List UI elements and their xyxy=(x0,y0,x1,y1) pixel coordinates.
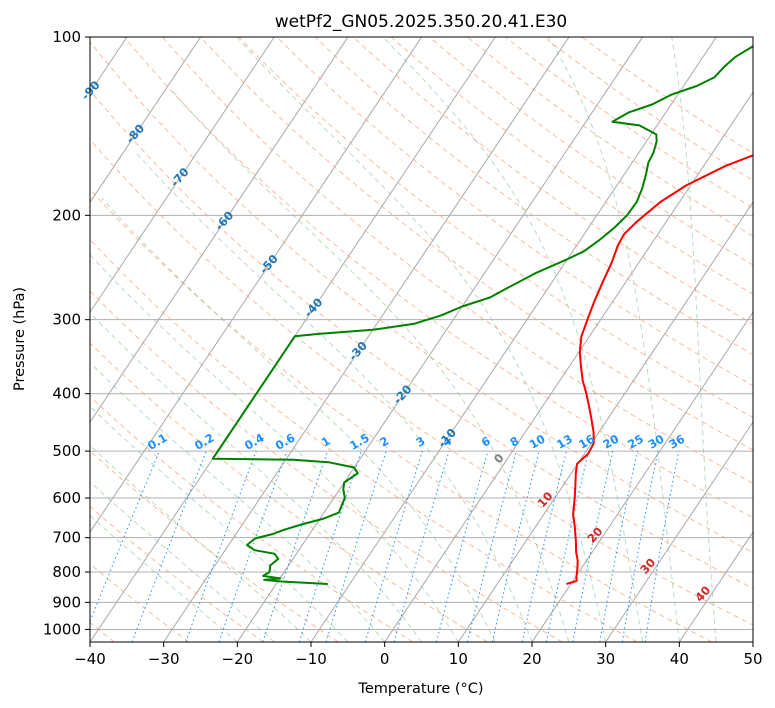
moist-adiabat xyxy=(90,444,312,642)
dry-adiabat xyxy=(467,37,753,237)
isotherm-line xyxy=(236,37,644,642)
x-tick-label: −10 xyxy=(295,650,327,668)
isotherm-line xyxy=(678,531,753,642)
dry-adiabat xyxy=(505,37,753,209)
mixing-ratio-label: 25 xyxy=(625,432,646,452)
x-tick-label: 50 xyxy=(743,650,762,668)
x-tick-label: 10 xyxy=(449,650,468,668)
y-tick-label: 600 xyxy=(52,489,81,507)
y-tick-label: 100 xyxy=(52,28,81,46)
dry-adiabat xyxy=(314,37,753,356)
isotherm-line xyxy=(752,641,753,642)
y-axis-label: Pressure (hPa) xyxy=(12,287,28,391)
mixing-ratio-line xyxy=(131,450,207,642)
moist-adiabat xyxy=(90,405,349,642)
isotherm-line xyxy=(163,37,570,642)
isotherm-line xyxy=(90,37,275,314)
dry-adiabat xyxy=(124,37,753,519)
dry-adiabat xyxy=(90,505,264,642)
mixing-ratio-label: 13 xyxy=(554,432,575,452)
dewpoint-profile xyxy=(211,45,753,585)
isotherm-line xyxy=(605,421,753,642)
dry-adiabat xyxy=(238,37,753,419)
mixing-ratio-line xyxy=(364,450,423,642)
x-tick-label: 40 xyxy=(670,650,689,668)
reference-lines xyxy=(90,37,753,642)
mixing-ratio-line xyxy=(621,451,659,642)
mixing-ratio-line xyxy=(262,450,329,642)
mixing-ratio-label: 16 xyxy=(576,432,597,452)
dry-adiabat xyxy=(162,37,753,484)
mixing-ratio-label: 20 xyxy=(600,432,621,452)
y-tick-label: 900 xyxy=(52,593,81,611)
x-tick-label: −30 xyxy=(148,650,180,668)
dry-adiabat xyxy=(90,290,563,642)
y-tick-label: 800 xyxy=(52,563,81,581)
isotherm-line xyxy=(531,311,753,642)
moist-adiabat xyxy=(90,514,238,642)
y-tick-label: 1000 xyxy=(43,620,81,638)
x-axis: −40 −30 −20 −10 0 10 20 30 40 50 xyxy=(74,642,763,668)
dry-adiabat xyxy=(90,450,339,642)
moist-adiabat xyxy=(236,37,607,642)
isotherm-line xyxy=(310,37,717,642)
mixing-ratio-label: 30 xyxy=(646,432,667,452)
mixing-ratio-line xyxy=(644,451,680,642)
temperature-profile xyxy=(566,154,753,585)
mixing-ratio-line xyxy=(572,450,614,642)
moist-adiabat xyxy=(382,37,643,642)
isotherm-line xyxy=(384,91,753,642)
moist-adiabat xyxy=(101,197,496,642)
y-tick-label: 500 xyxy=(52,442,81,460)
dry-adiabat xyxy=(90,89,753,589)
plot-background xyxy=(90,37,753,642)
moist-adiabat xyxy=(90,254,459,642)
dry-adiabat xyxy=(200,37,753,451)
moist-adiabat xyxy=(90,362,386,642)
isotherm-line xyxy=(90,37,349,423)
y-tick-label: 200 xyxy=(52,206,81,224)
mixing-ratio-line xyxy=(393,450,450,642)
mixing-ratio-line xyxy=(599,450,638,642)
mixing-ratio-line xyxy=(298,450,362,642)
x-axis-label: Temperature (°C) xyxy=(357,681,483,697)
moist-adiabat xyxy=(90,312,422,642)
isotherm-line xyxy=(457,201,753,642)
x-tick-label: −20 xyxy=(222,650,254,668)
dry-adiabat xyxy=(276,37,753,387)
x-tick-label: 30 xyxy=(596,650,615,668)
mixing-ratio-label: 10 xyxy=(527,432,548,452)
x-tick-label: −40 xyxy=(74,650,106,668)
y-tick-label: 700 xyxy=(52,529,81,547)
mixing-ratio-label: 36 xyxy=(666,432,687,452)
moist-adiabat xyxy=(90,481,275,642)
moist-adiabat xyxy=(548,37,680,642)
isotherm-line xyxy=(90,37,202,204)
y-axis: 100 200 300 400 500 600 700 800 900 1000 xyxy=(43,28,90,638)
chart-title: wetPf2_GN05.2025.350.20.41.E30 xyxy=(275,12,567,32)
mixing-ratio-line xyxy=(325,450,387,642)
dry-adiabat xyxy=(90,40,753,554)
series-layer xyxy=(211,45,753,585)
moist-adiabat xyxy=(671,37,717,642)
x-tick-label: 0 xyxy=(380,650,390,668)
y-tick-label: 300 xyxy=(52,311,81,329)
dry-adiabat xyxy=(90,238,638,642)
x-tick-label: 20 xyxy=(522,650,541,668)
y-tick-label: 400 xyxy=(52,385,81,403)
isotherm-line xyxy=(90,37,423,533)
plot-frame xyxy=(89,36,754,643)
